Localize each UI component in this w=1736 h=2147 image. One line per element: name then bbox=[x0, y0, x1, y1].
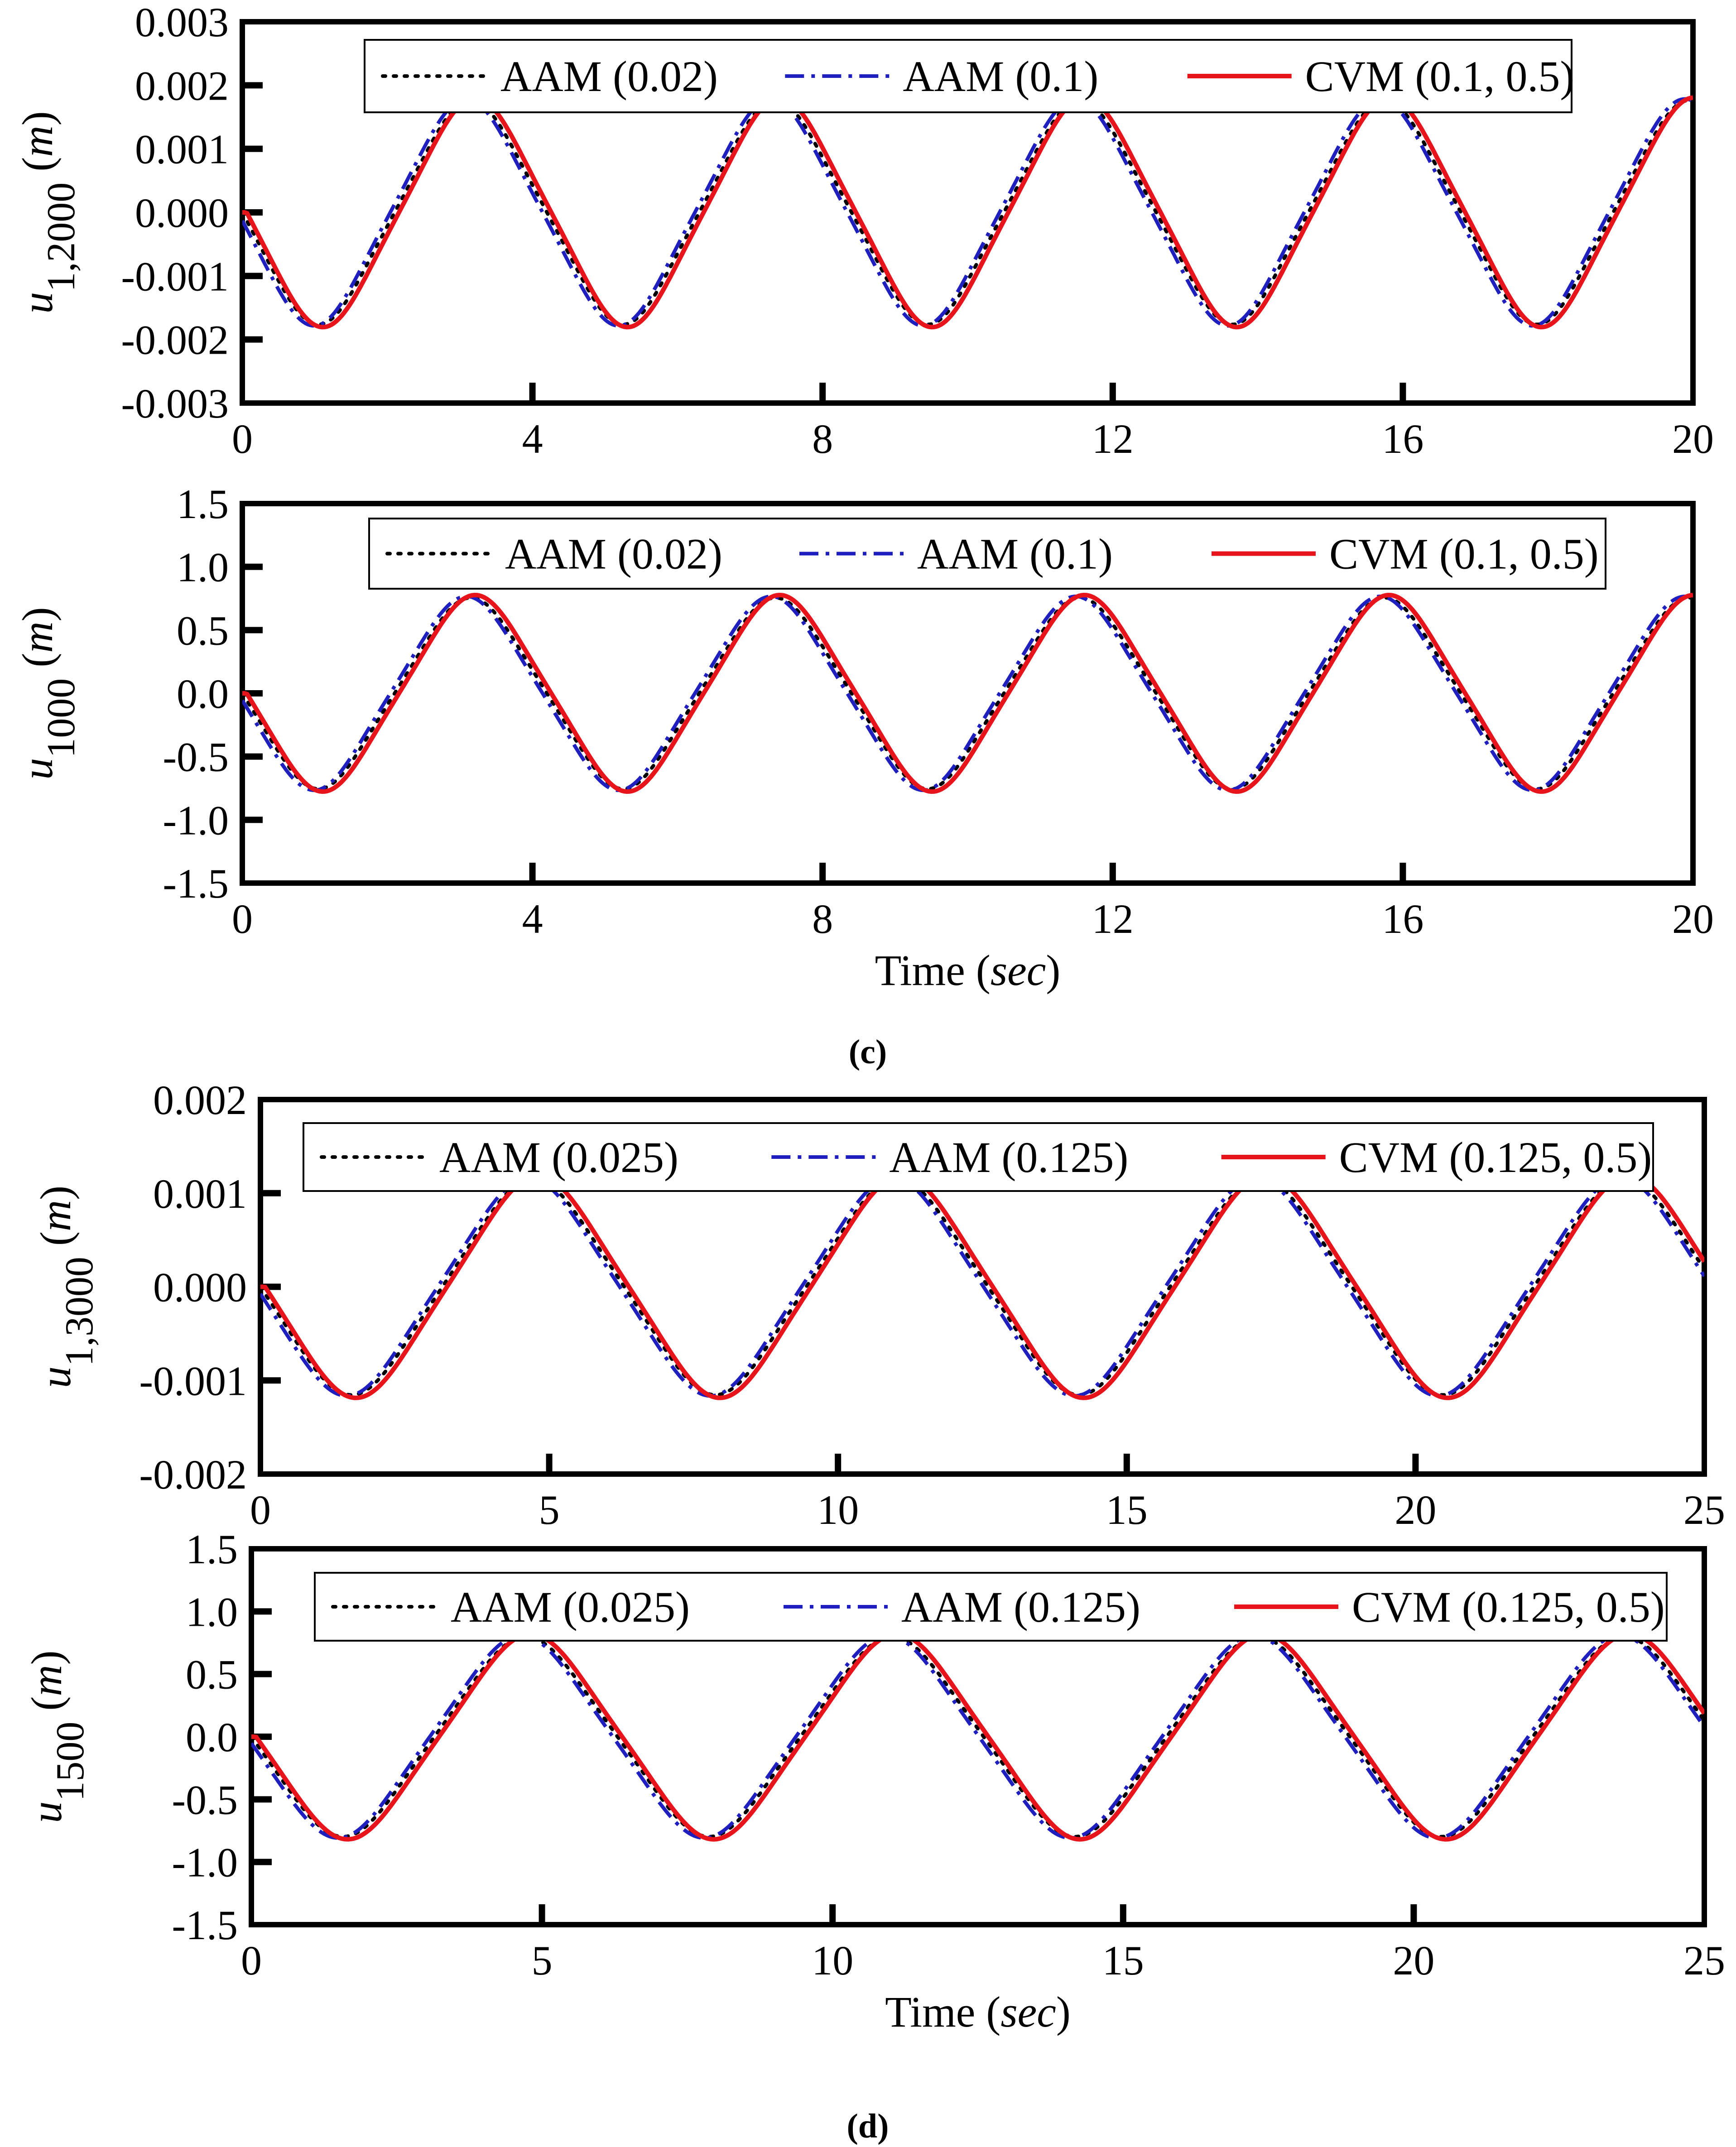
x-tick-label: 8 bbox=[812, 896, 833, 942]
y-tick-label: 0.0 bbox=[177, 671, 229, 717]
legend-label-2: AAM (0.1) bbox=[917, 530, 1113, 578]
series-line-3 bbox=[242, 592, 1693, 794]
x-tick-label: 15 bbox=[1102, 1937, 1144, 1984]
legend-label-3: CVM (0.125, 0.5) bbox=[1352, 1583, 1665, 1631]
series-line-3 bbox=[242, 95, 1693, 330]
legend-box bbox=[364, 39, 1572, 113]
x-tick-label: 20 bbox=[1672, 896, 1714, 942]
chart-d2: 0 5 10 15 20 25 1.5 1.0 0.5 0.0 -0.5 -1.0 -1.5 u1500 … bbox=[22, 1526, 1725, 2036]
y-tick-label: 0.0 bbox=[186, 1714, 238, 1760]
x-tick-label: 0 bbox=[250, 1487, 271, 1533]
legend-label-1: AAM (0.02) bbox=[505, 530, 722, 578]
x-axis-label: Time (sec) bbox=[875, 946, 1061, 994]
y-tick-label: 1.5 bbox=[186, 1526, 238, 1572]
legend-label-2: AAM (0.125) bbox=[901, 1583, 1140, 1631]
legend-label-1: AAM (0.02) bbox=[500, 52, 718, 101]
y-tick-label: 0.002 bbox=[135, 62, 229, 109]
y-axis-label: u1,2000 (m) bbox=[13, 111, 83, 313]
x-tick-label: 20 bbox=[1395, 1487, 1436, 1533]
y-tick-label: 1.0 bbox=[186, 1589, 238, 1635]
x-tick-label: 10 bbox=[812, 1937, 853, 1984]
y-axis-label: u1,3000 (m) bbox=[31, 1186, 101, 1388]
x-tick-label: 16 bbox=[1382, 896, 1423, 942]
x-tick-label: 12 bbox=[1092, 896, 1134, 942]
y-tick-label: -1.5 bbox=[163, 860, 229, 907]
panel-c-label: (c) bbox=[849, 1033, 887, 1071]
x-tick-label: 0 bbox=[241, 1937, 262, 1984]
x-tick-label: 5 bbox=[532, 1937, 553, 1984]
y-axis-label: u1500 (m) bbox=[22, 1650, 92, 1823]
chart-c2: 0 4 8 12 16 20 1.5 1.0 0.5 0.0 -0.5 -1.0 -1.5 u1000 (… bbox=[13, 481, 1714, 994]
legend-label-2: AAM (0.125) bbox=[889, 1133, 1128, 1182]
y-tick-label: -0.001 bbox=[121, 253, 229, 299]
legend-box bbox=[314, 1572, 1668, 1642]
x-tick-label: 5 bbox=[539, 1487, 560, 1533]
x-tick-label: 10 bbox=[817, 1487, 859, 1533]
x-tick-label: 25 bbox=[1683, 1937, 1725, 1984]
legend-label-2: AAM (0.1) bbox=[903, 52, 1098, 101]
legend-box bbox=[303, 1122, 1654, 1192]
x-tick-label: 15 bbox=[1106, 1487, 1148, 1533]
chart-d1: 0 5 10 15 20 25 0.002 0.001 0.000 -0.001 -0.002 u1,… bbox=[31, 1077, 1725, 1533]
x-tick-label: 4 bbox=[522, 896, 543, 942]
series-line-2 bbox=[242, 97, 1693, 328]
y-tick-label: 0.001 bbox=[135, 126, 229, 173]
y-tick-label: 0.001 bbox=[153, 1171, 247, 1217]
y-tick-label: 0.000 bbox=[153, 1264, 247, 1311]
y-tick-label: -0.003 bbox=[121, 380, 229, 427]
y-tick-label: 0.5 bbox=[177, 607, 229, 653]
y-tick-label: 1.5 bbox=[177, 481, 229, 527]
y-tick-label: 0.000 bbox=[135, 190, 229, 236]
y-tick-label: 0.003 bbox=[135, 0, 229, 45]
x-tick-label: 20 bbox=[1672, 416, 1714, 462]
series-line-3 bbox=[260, 1173, 1704, 1400]
y-tick-label: -0.5 bbox=[172, 1777, 238, 1823]
x-tick-label: 20 bbox=[1393, 1937, 1434, 1984]
legend-label-3: CVM (0.125, 0.5) bbox=[1339, 1133, 1652, 1182]
x-tick-label: 12 bbox=[1092, 416, 1134, 462]
x-tick-label: 25 bbox=[1683, 1487, 1725, 1533]
y-tick-label: 0.002 bbox=[153, 1077, 247, 1123]
series-line-2 bbox=[242, 594, 1693, 793]
x-tick-label: 16 bbox=[1382, 416, 1423, 462]
x-tick-label: 4 bbox=[522, 416, 543, 462]
y-tick-label: 1.0 bbox=[177, 544, 229, 591]
legend-label-3: CVM (0.1, 0.5) bbox=[1305, 52, 1575, 101]
series-line-2 bbox=[251, 1633, 1704, 1840]
x-tick-label: 0 bbox=[232, 416, 253, 462]
y-tick-label: 0.5 bbox=[186, 1652, 238, 1698]
y-tick-label: -0.002 bbox=[121, 317, 229, 363]
y-tick-label: -1.0 bbox=[163, 797, 229, 843]
x-tick-label: 0 bbox=[232, 896, 253, 942]
legend-label-3: CVM (0.1, 0.5) bbox=[1329, 530, 1599, 578]
x-tick-label: 8 bbox=[812, 416, 833, 462]
chart-c1: 0 4 8 12 16 20 0.003 0.002 0.001 0.000 -0.001 -0.00… bbox=[13, 0, 1714, 462]
panel-d-label: (d) bbox=[847, 2107, 889, 2145]
series-line-1 bbox=[251, 1635, 1704, 1839]
y-tick-label: -1.5 bbox=[172, 1902, 238, 1948]
y-tick-label: -1.0 bbox=[172, 1840, 238, 1886]
legend-label-1: AAM (0.025) bbox=[439, 1133, 678, 1182]
legend-box bbox=[368, 518, 1606, 590]
x-axis-label: Time (sec) bbox=[885, 1988, 1071, 2036]
y-tick-label: -0.002 bbox=[139, 1451, 247, 1498]
series-line-3 bbox=[251, 1632, 1704, 1842]
series-line-2 bbox=[260, 1176, 1704, 1398]
y-tick-label: -0.001 bbox=[139, 1358, 247, 1404]
y-tick-label: -0.5 bbox=[163, 734, 229, 780]
legend-label-1: AAM (0.025) bbox=[451, 1583, 690, 1631]
y-axis-label: u1000 (m) bbox=[13, 607, 83, 779]
